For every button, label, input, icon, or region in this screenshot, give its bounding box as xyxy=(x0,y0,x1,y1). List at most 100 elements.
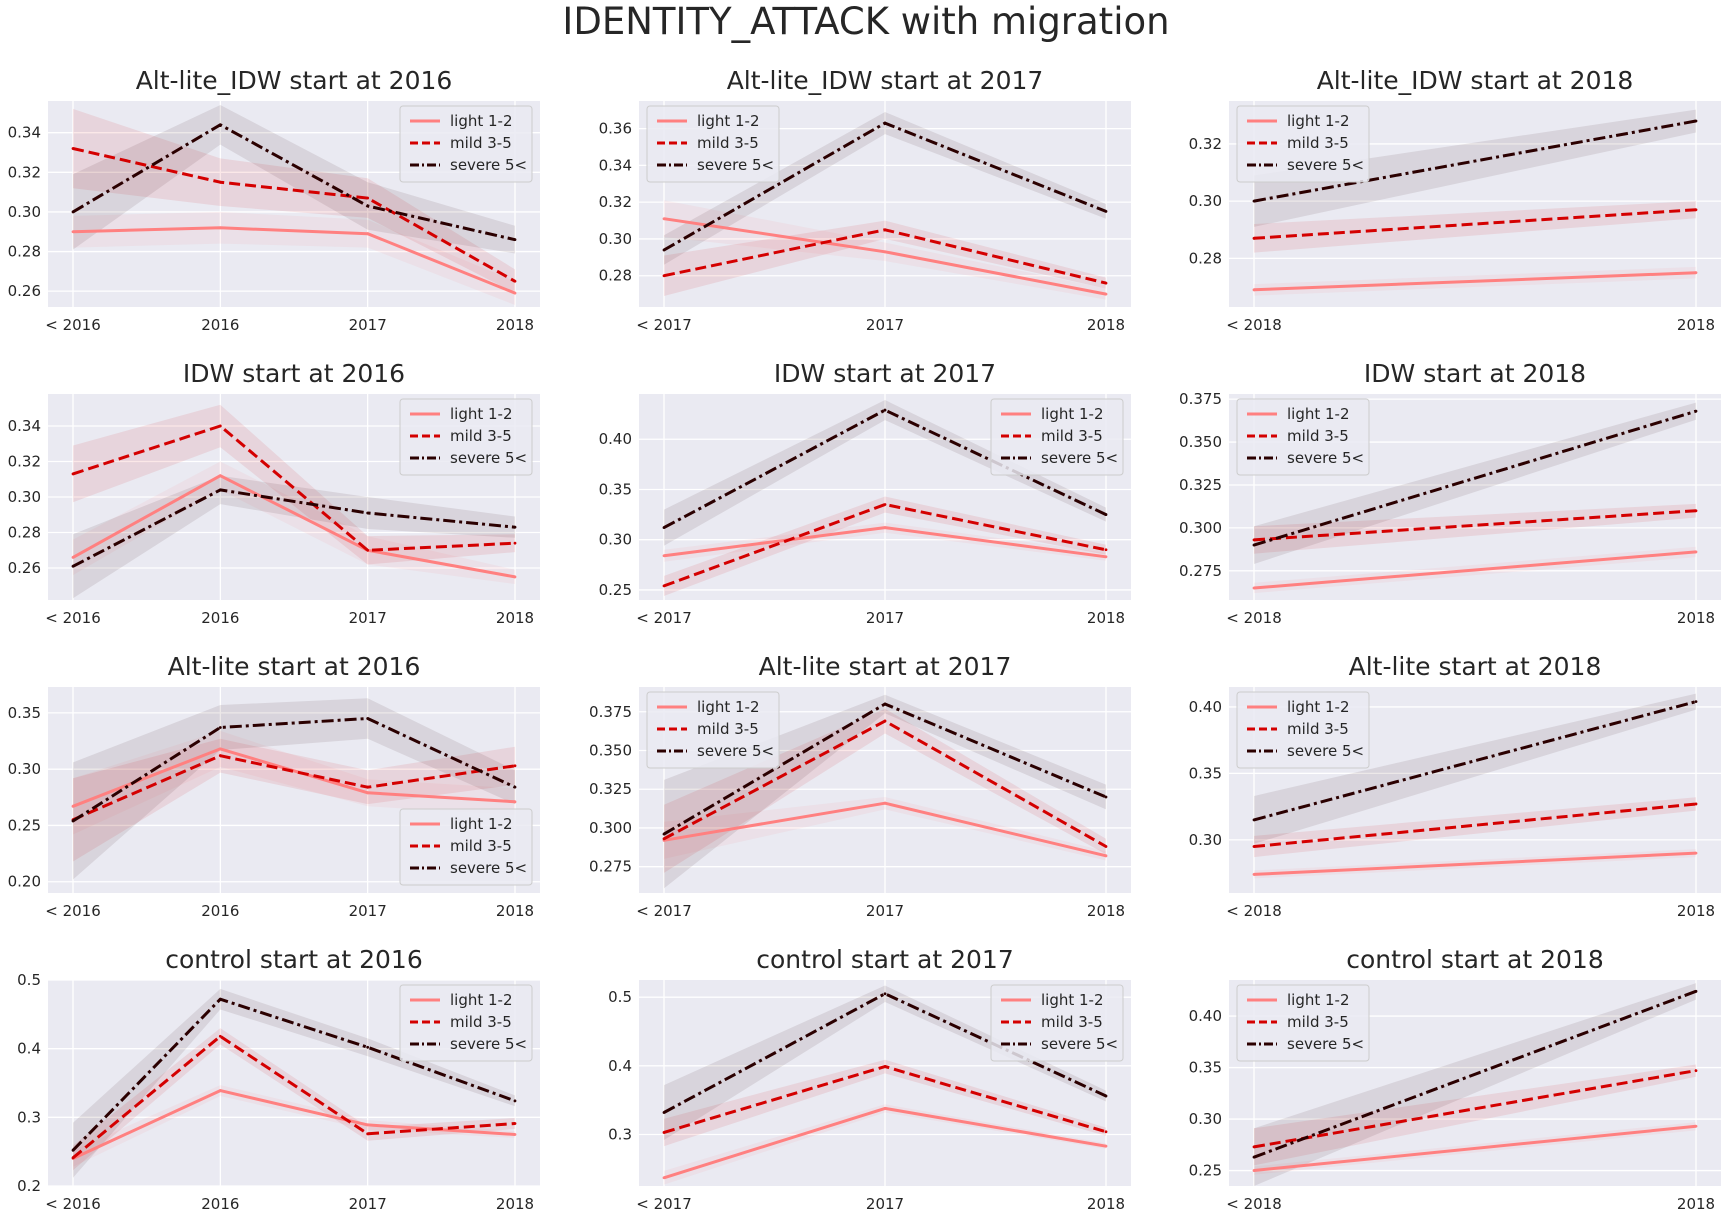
data-point-severe-5 xyxy=(513,238,517,242)
legend-label: light 1-2 xyxy=(450,815,513,833)
series-line-severe-5 xyxy=(71,997,516,1152)
legend-box xyxy=(990,984,1124,1062)
ci-band-severe-5 xyxy=(1254,109,1696,227)
ci-band-mild-3-5 xyxy=(73,108,515,294)
data-point-severe-5 xyxy=(218,726,222,729)
legend-label: severe 5< xyxy=(1287,742,1364,760)
y-tick-label: 0.4 xyxy=(17,1040,41,1058)
legend-label: mild 3-5 xyxy=(697,720,759,738)
panel-title: Alt-lite start at 2017 xyxy=(759,652,1012,681)
x-tick-label: 2018 xyxy=(1087,1195,1125,1213)
x-tick-label: 2016 xyxy=(201,902,239,920)
y-tick-label: 0.35 xyxy=(8,704,41,722)
y-tick-label: 0.26 xyxy=(8,559,41,577)
legend-label: light 1-2 xyxy=(1041,405,1104,423)
panel-title: control start at 2017 xyxy=(756,945,1013,974)
x-tick-label: 2017 xyxy=(866,902,904,920)
x-tick-label: 2016 xyxy=(201,609,239,627)
y-tick-label: 0.5 xyxy=(17,971,41,989)
y-tick-label: 0.32 xyxy=(8,452,41,470)
data-point-mild-3-5 xyxy=(1694,802,1698,806)
data-point-severe-5 xyxy=(1252,199,1256,203)
legend: light 1-2 mild 3-5 severe 5< xyxy=(399,105,533,183)
y-tick-label: 0.325 xyxy=(589,780,632,798)
panel-title: Alt-lite start at 2016 xyxy=(168,652,421,681)
legend-label: severe 5< xyxy=(450,859,527,877)
chart-panel-control-start-at-2016: 0.2 0.3 0.4 0.5 < 2016 2016 2017 2018 control st… xyxy=(17,945,540,1213)
chart-panel-control-start-at-2018: 0.25 0.30 0.35 0.40 < 2018 2018 control start … xyxy=(1189,945,1721,1213)
y-tick-label: 0.25 xyxy=(8,816,41,834)
legend-label: mild 3-5 xyxy=(1041,1013,1103,1031)
legend-label: light 1-2 xyxy=(1287,112,1350,130)
legend: light 1-2 mild 3-5 severe 5< xyxy=(399,808,533,886)
legend-label: mild 3-5 xyxy=(450,427,512,445)
ci-band-mild-3-5 xyxy=(664,220,1106,296)
data-point-severe-5 xyxy=(71,564,75,568)
ci-band-severe-5 xyxy=(664,112,1106,265)
legend-label: mild 3-5 xyxy=(1287,134,1349,152)
legend-box xyxy=(399,398,533,476)
data-point-mild-3-5 xyxy=(883,503,887,506)
x-tick-label: 2018 xyxy=(496,609,534,627)
data-point-light-1-2 xyxy=(366,1123,370,1127)
data-point-mild-3-5 xyxy=(662,1131,666,1134)
data-point-mild-3-5 xyxy=(883,1065,887,1068)
y-tick-label: 0.375 xyxy=(1179,390,1222,408)
data-point-mild-3-5 xyxy=(71,147,75,150)
panel-title: control start at 2018 xyxy=(1346,945,1603,974)
x-tick-label: < 2018 xyxy=(1226,316,1282,334)
series-line-mild-3-5 xyxy=(1253,509,1697,542)
ci-band-severe-5 xyxy=(73,698,515,880)
data-point-mild-3-5 xyxy=(1104,548,1108,552)
ci-band-mild-3-5 xyxy=(1254,201,1696,253)
data-point-mild-3-5 xyxy=(1252,1145,1256,1149)
chart-panel-alt-lite-start-at-2017: 0.275 0.300 0.325 0.350 0.375 < 2017 2017 2018 A… xyxy=(589,652,1131,920)
series-line-mild-3-5 xyxy=(663,503,1107,588)
data-point-mild-3-5 xyxy=(218,180,222,184)
x-tick-label: < 2017 xyxy=(636,316,692,334)
data-point-mild-3-5 xyxy=(1694,1069,1698,1073)
legend-box xyxy=(646,105,780,183)
y-tick-label: 0.300 xyxy=(589,819,632,837)
series-line-mild-3-5 xyxy=(72,1034,516,1159)
legend-label: mild 3-5 xyxy=(450,134,512,152)
data-point-light-1-2 xyxy=(1694,271,1698,275)
data-point-light-1-2 xyxy=(662,554,666,558)
data-point-light-1-2 xyxy=(662,1176,666,1180)
data-point-severe-5 xyxy=(366,1045,370,1049)
series-line-mild-3-5 xyxy=(72,424,516,552)
panels: 0.26 0.28 0.30 0.32 0.34 < 2016 2016 2017 2018 Al… xyxy=(8,66,1721,1213)
data-point-light-1-2 xyxy=(366,232,370,236)
data-point-severe-5 xyxy=(1694,119,1698,123)
y-tick-label: 0.32 xyxy=(1189,135,1222,153)
data-point-light-1-2 xyxy=(218,1089,222,1092)
x-tick-label: < 2017 xyxy=(636,902,692,920)
legend-label: mild 3-5 xyxy=(1287,720,1349,738)
legend-label: light 1-2 xyxy=(1041,991,1104,1009)
data-point-severe-5 xyxy=(71,819,75,823)
ci-band-light-1-2 xyxy=(664,522,1106,562)
series-line-light-1-2 xyxy=(1253,851,1697,876)
data-point-light-1-2 xyxy=(1694,1124,1698,1128)
legend-label: severe 5< xyxy=(1041,449,1118,467)
legend-label: mild 3-5 xyxy=(450,1013,512,1031)
data-point-severe-5 xyxy=(883,992,887,996)
data-point-light-1-2 xyxy=(883,1107,887,1110)
ci-band-mild-3-5 xyxy=(1254,797,1696,858)
x-tick-label: 2018 xyxy=(1677,316,1715,334)
data-point-mild-3-5 xyxy=(1104,845,1108,848)
series-line-mild-3-5 xyxy=(72,754,516,822)
ci-band-severe-5 xyxy=(1254,693,1696,844)
series-line-severe-5 xyxy=(1253,119,1697,203)
series-line-light-1-2 xyxy=(72,747,516,808)
y-tick-label: 0.36 xyxy=(599,120,632,138)
legend-label: mild 3-5 xyxy=(1287,427,1349,445)
series-line-severe-5 xyxy=(1253,409,1697,547)
x-tick-label: < 2017 xyxy=(636,609,692,627)
data-point-severe-5 xyxy=(1252,1155,1256,1159)
data-point-light-1-2 xyxy=(513,575,517,579)
data-point-light-1-2 xyxy=(218,474,222,478)
legend: light 1-2 mild 3-5 severe 5< xyxy=(1236,105,1370,183)
legend-box xyxy=(1236,984,1370,1062)
y-tick-label: 0.275 xyxy=(1179,562,1222,580)
